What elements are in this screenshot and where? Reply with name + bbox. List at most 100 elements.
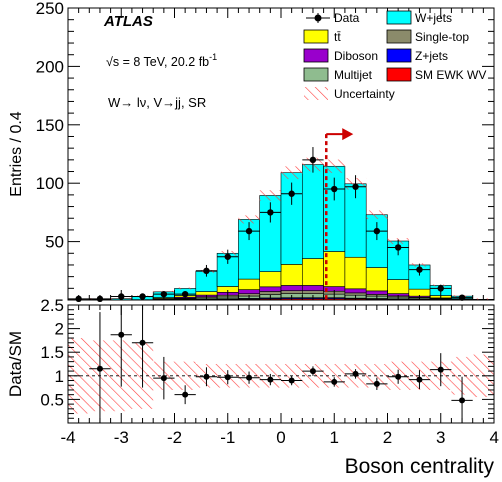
ratio-point-1 [110, 305, 132, 387]
data-point-marker-10 [288, 190, 295, 197]
ratio-point-16 [430, 353, 452, 387]
data-point-6 [195, 264, 218, 277]
ratio-point-marker-5 [203, 373, 210, 380]
cut-arrow [326, 128, 354, 141]
data-point-10 [281, 182, 303, 205]
main-ytick-label-250: 250 [36, 0, 64, 18]
ratio-point-15 [408, 370, 431, 390]
ratio-point-6 [217, 370, 239, 385]
bar-5-10 [280, 264, 303, 286]
ratio-point-10 [302, 366, 324, 376]
data-point-14 [366, 222, 388, 241]
legend-label-uncertainty: Uncertainty [334, 87, 395, 101]
bar-5-13 [344, 256, 367, 290]
bar-4-14 [365, 290, 388, 295]
x-tick-label--2: -2 [167, 428, 182, 447]
cut-arrow-head [342, 128, 354, 141]
data-point-8 [238, 222, 260, 241]
data-point-marker-5 [181, 290, 189, 298]
data-point-15 [387, 239, 409, 256]
bar-5-15 [387, 279, 410, 294]
ratio-point-marker-2 [139, 339, 146, 346]
main-panel: 50 100 150 200 250 Entries / 0.4 ATLAS √s = … [8, 0, 495, 303]
data-point-9 [259, 202, 281, 223]
bar-3-10 [280, 290, 303, 294]
bar-5-11 [301, 258, 324, 286]
region-label: W→ lν, V→jj, SR [108, 95, 206, 110]
bar-6-11 [301, 164, 324, 259]
ratio-point-marker-1 [118, 331, 125, 338]
data-point-16 [408, 263, 431, 276]
legend-label-single-top: Single-top [415, 30, 469, 44]
main-ytick-label-150: 150 [36, 116, 64, 135]
energy-text: √s = 8 TeV, 20.2 fb [106, 55, 209, 69]
data-point-11 [302, 147, 324, 173]
ratio-y-axis-label: Data/SM [6, 331, 25, 397]
ratio-point-marker-14 [395, 373, 402, 380]
ratio-point-8 [259, 373, 281, 386]
ratio-point-2 [131, 305, 154, 388]
unc-bin-12 [323, 159, 345, 173]
ratio-point-marker-0 [96, 365, 103, 372]
legend-entry-ttbar: tt̄ [303, 29, 341, 44]
data-point-17 [430, 284, 452, 293]
data-point-7 [217, 249, 239, 264]
ratio-ytick-label-1: 1 [55, 367, 64, 386]
data-point-marker-8 [245, 227, 253, 235]
ratio-point-marker-4 [182, 391, 189, 398]
ratio-point-3 [153, 356, 175, 400]
ratio-point-marker-3 [160, 375, 167, 382]
data-point-13 [344, 175, 367, 199]
data-point-marker-14 [373, 227, 381, 235]
ratio-point-11 [323, 377, 345, 387]
main-ytick-label-200: 200 [36, 57, 64, 76]
x-tick-label--4: -4 [60, 428, 75, 447]
ratio-point-marker-12 [352, 370, 359, 377]
ratio-point-marker-15 [416, 376, 423, 383]
x-tick-label-3: 3 [436, 428, 445, 447]
unc-bin-10 [281, 166, 303, 180]
legend-entry-single-top: Single-top [386, 29, 469, 44]
data-point-marker-7 [224, 253, 231, 260]
data-point-marker-16 [416, 266, 423, 273]
bar-4-13 [344, 288, 367, 294]
ratio-point-marker-6 [224, 374, 231, 381]
legend-label-ttbar: tt̄ [334, 30, 341, 44]
energy-label: √s = 8 TeV, 20.2 fb-1 [106, 52, 217, 69]
ratio-point-marker-9 [288, 377, 295, 384]
legend-entry-diboson: Diboson [303, 48, 378, 63]
unc-bin-14 [366, 210, 388, 219]
ratio-axes: 0.5 1 1.5 2 2.5 -4 -3 -2 -1 0 1 2 3 4 [40, 296, 499, 447]
stacked-histogram [67, 164, 495, 301]
bar-5-6 [195, 291, 218, 296]
legend-label-zjets: Z+jets [415, 49, 448, 63]
bar-4-9 [259, 286, 282, 292]
ratio-point-marker-13 [373, 380, 380, 387]
unc-bin-5 [174, 287, 196, 290]
data-point-marker-12 [331, 185, 338, 193]
bar-5-8 [238, 278, 260, 290]
x-tick-label-4: 4 [490, 428, 499, 447]
x-tick-label-1: 1 [330, 428, 339, 447]
legend-label-multijet: Multijet [334, 68, 373, 82]
legend-entry-wjets: W+jets [386, 10, 452, 25]
ratio-point-4 [174, 385, 196, 405]
data-point-12 [323, 177, 345, 201]
ratio-band-bin-18 [451, 356, 473, 395]
ratio-point-marker-10 [309, 368, 316, 375]
x-tick-label--1: -1 [220, 428, 235, 447]
main-ytick-label-100: 100 [36, 174, 64, 193]
ratio-point-9 [281, 375, 303, 386]
data-point-marker-11 [309, 156, 317, 164]
main-axes: 50 100 150 200 250 [36, 0, 495, 301]
ratio-ytick-label-2: 2 [55, 320, 64, 339]
ratio-point-0 [89, 312, 111, 423]
legend-label-data: Data [334, 11, 360, 25]
ratio-ytick-label-0.5: 0.5 [40, 390, 64, 409]
ratio-panel: 0.5 1 1.5 2 2.5 -4 -3 -2 -1 0 1 2 3 4 Data/SM Boson c… [6, 296, 499, 478]
bar-4-11 [301, 285, 324, 291]
ratio-point-marker-11 [331, 378, 338, 385]
y-axis-label: Entries / 0.4 [8, 111, 25, 196]
ratio-point-14 [387, 369, 409, 384]
